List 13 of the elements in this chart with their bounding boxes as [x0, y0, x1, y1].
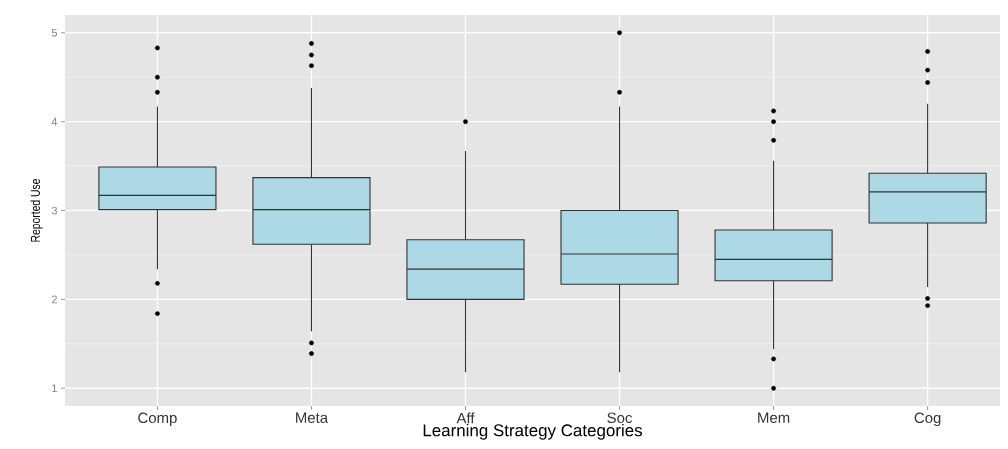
- y-tick-label: 2: [51, 295, 57, 304]
- x-tick-label: Cog: [914, 412, 941, 427]
- y-tick-label: 4: [51, 117, 58, 126]
- x-tick-label: Meta: [296, 412, 329, 423]
- x-tick-label: Mem: [758, 412, 790, 423]
- y-tick-label: 3: [51, 206, 57, 215]
- x-tick-label: Soc: [607, 412, 633, 424]
- y-tick-label: 1: [52, 384, 57, 392]
- y-tick-label: 5: [51, 28, 58, 37]
- y-axis-title: Reported Use: [30, 179, 43, 242]
- x-axis-title: Learning Strategy Categories: [423, 423, 642, 440]
- x-tick-label: Aff: [456, 412, 475, 424]
- x-tick-label: Comp: [138, 412, 177, 427]
